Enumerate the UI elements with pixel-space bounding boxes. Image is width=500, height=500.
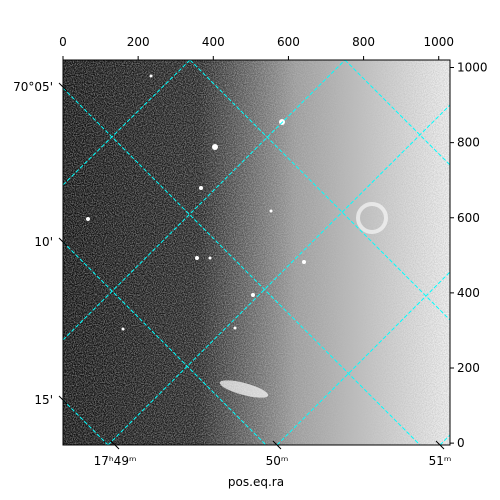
sky-image xyxy=(63,60,450,445)
ra-tick-label: 51ᵐ xyxy=(429,454,452,468)
coordinate-grid xyxy=(63,60,450,445)
ra-tick xyxy=(435,440,445,450)
plot-frame xyxy=(62,59,451,446)
dec-tick xyxy=(58,237,68,247)
x-tick-label: 600 xyxy=(277,35,300,49)
x-tick-label: 0 xyxy=(59,35,67,49)
y-tick-label: 600 xyxy=(457,211,480,225)
dec-tick xyxy=(58,395,68,405)
dec-tick-label: 10' xyxy=(34,235,53,249)
x-tick-label: 400 xyxy=(202,35,225,49)
dec-tick-label: 70°05' xyxy=(13,80,53,94)
y-tick-label: 1000 xyxy=(457,61,488,75)
ra-tick xyxy=(110,440,120,450)
y-tick-label: 800 xyxy=(457,136,480,150)
x-tick-label: 1000 xyxy=(423,35,454,49)
ra-tick-label: 50ᵐ xyxy=(266,454,289,468)
y-tick-label: 400 xyxy=(457,286,480,300)
x-axis-label: pos.eq.ra xyxy=(228,475,284,489)
dec-tick xyxy=(58,82,68,92)
ra-tick xyxy=(272,440,282,450)
x-tick-label: 200 xyxy=(127,35,150,49)
x-tick-label: 800 xyxy=(352,35,375,49)
ra-tick-label: 17ʰ49ᵐ xyxy=(94,454,137,468)
y-tick-label: 0 xyxy=(457,436,465,450)
dec-tick-label: 15' xyxy=(34,393,53,407)
y-tick-label: 200 xyxy=(457,361,480,375)
